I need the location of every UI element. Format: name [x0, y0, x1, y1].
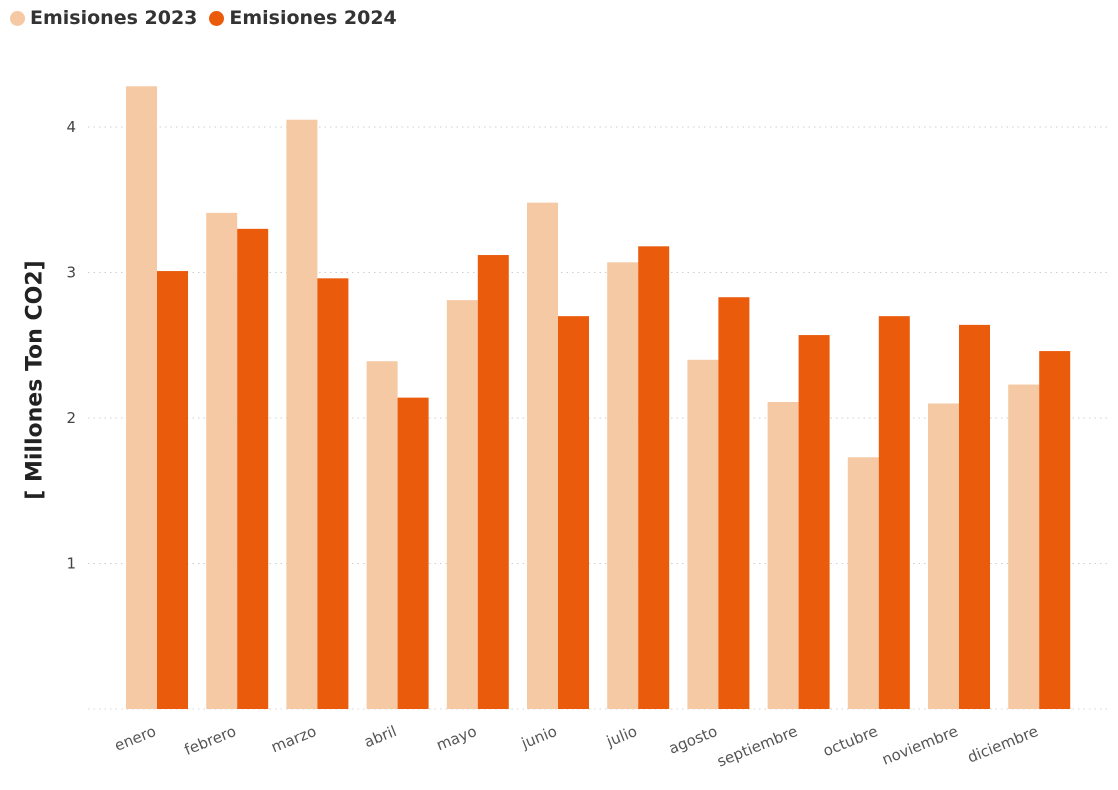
y-tick-label: 4 — [66, 118, 76, 136]
bar-2024-mayo[interactable] — [477, 255, 509, 710]
x-tick-label: julio — [603, 722, 640, 751]
bar-2023-marzo[interactable] — [286, 119, 318, 710]
y-tick-label: 2 — [66, 409, 76, 427]
bar-2023-agosto[interactable] — [687, 359, 719, 709]
bar-2024-febrero[interactable] — [237, 228, 269, 709]
bar-2024-agosto[interactable] — [718, 297, 750, 709]
bar-2023-noviembre[interactable] — [928, 403, 959, 709]
bar-2023-octubre[interactable] — [847, 457, 879, 709]
x-tick-label: octubre — [820, 722, 880, 760]
x-tick-label: junio — [518, 722, 560, 753]
legend: Emisiones 2023 Emisiones 2024 — [10, 4, 397, 32]
bar-2024-diciembre[interactable] — [1039, 351, 1071, 709]
bar-2024-enero[interactable] — [157, 271, 188, 709]
bar-2024-septiembre[interactable] — [798, 335, 830, 709]
x-tick-label: febrero — [182, 722, 239, 759]
bar-2023-abril[interactable] — [366, 361, 398, 709]
y-tick-label: 3 — [66, 264, 76, 282]
x-tick-label: mayo — [434, 722, 480, 754]
y-tick-label: 1 — [66, 555, 76, 573]
legend-item-2024[interactable]: Emisiones 2024 — [209, 7, 397, 29]
bar-2023-junio[interactable] — [527, 202, 558, 709]
x-tick-label: marzo — [269, 722, 319, 756]
bar-2023-septiembre[interactable] — [767, 401, 799, 709]
x-tick-label: septiembre — [715, 722, 801, 771]
bar-2024-abril[interactable] — [397, 397, 429, 709]
legend-item-2023[interactable]: Emisiones 2023 — [10, 7, 197, 29]
x-tick-label: diciembre — [965, 722, 1041, 767]
bar-2024-julio[interactable] — [638, 246, 670, 709]
legend-dot-2024 — [209, 10, 225, 26]
bar-2023-febrero[interactable] — [206, 212, 238, 709]
x-tick-label: noviembre — [879, 722, 960, 769]
bar-2023-diciembre[interactable] — [1008, 384, 1040, 709]
legend-label-2023: Emisiones 2023 — [30, 7, 198, 29]
legend-dot-2023 — [10, 10, 25, 26]
bar-2024-junio[interactable] — [558, 316, 589, 709]
bar-2024-noviembre[interactable] — [959, 324, 990, 709]
legend-label-2024: Emisiones 2024 — [229, 7, 397, 29]
bar-2024-octubre[interactable] — [878, 316, 910, 709]
x-tick-label: enero — [112, 722, 159, 755]
x-tick-label: agosto — [666, 722, 720, 758]
bar-2023-enero[interactable] — [126, 86, 157, 709]
bar-2023-julio[interactable] — [607, 262, 639, 709]
bar-2023-mayo[interactable] — [446, 300, 478, 709]
bar-2024-marzo[interactable] — [317, 278, 349, 709]
x-tick-label: abril — [362, 722, 400, 751]
